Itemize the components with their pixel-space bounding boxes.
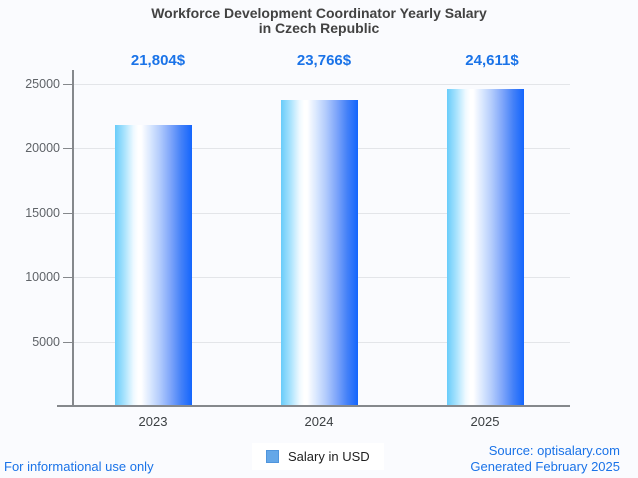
value-label-2024: 23,766$ — [296, 52, 352, 69]
x-axis-label-2023: 2023 — [138, 414, 168, 429]
y-axis-tick — [63, 148, 72, 150]
y-axis-line — [72, 70, 74, 406]
disclaimer-text: For informational use only — [4, 459, 154, 474]
y-axis-tick — [63, 341, 72, 343]
x-axis-line — [57, 405, 570, 407]
y-axis-label: 20000 — [25, 141, 60, 156]
bar-2024[interactable] — [281, 100, 358, 406]
source-info: Source: optisalary.com Generated Februar… — [470, 443, 620, 475]
generated-text: Generated February 2025 — [470, 459, 620, 474]
y-axis-tick — [63, 84, 72, 85]
y-axis-label: 10000 — [25, 270, 60, 285]
source-text: Source: optisalary.com — [488, 443, 620, 458]
legend: Salary in USD — [252, 443, 384, 470]
y-axis-tick — [63, 406, 72, 407]
x-axis-label-2024: 2024 — [304, 414, 334, 429]
value-label-2025: 24,611$ — [465, 52, 519, 69]
y-axis-tick — [63, 212, 72, 214]
legend-marker-icon — [266, 450, 279, 463]
y-axis-tick — [63, 277, 72, 279]
chart-title-line1: Workforce Development Coordinator Yearly… — [151, 5, 487, 21]
y-axis-label: 5000 — [32, 334, 60, 349]
gridline — [73, 84, 570, 85]
value-label-2023: 21,804$ — [130, 52, 186, 69]
legend-label: Salary in USD — [288, 449, 370, 464]
y-axis-label: 25000 — [25, 77, 60, 91]
x-axis-label-2025: 2025 — [470, 414, 500, 429]
y-axis-label: 15000 — [25, 205, 60, 220]
bar-2023[interactable] — [115, 125, 192, 406]
chart-title: Workforce Development Coordinator Yearly… — [0, 6, 638, 36]
chart-title-line2: in Czech Republic — [258, 20, 380, 36]
bar-2025[interactable] — [447, 89, 524, 406]
